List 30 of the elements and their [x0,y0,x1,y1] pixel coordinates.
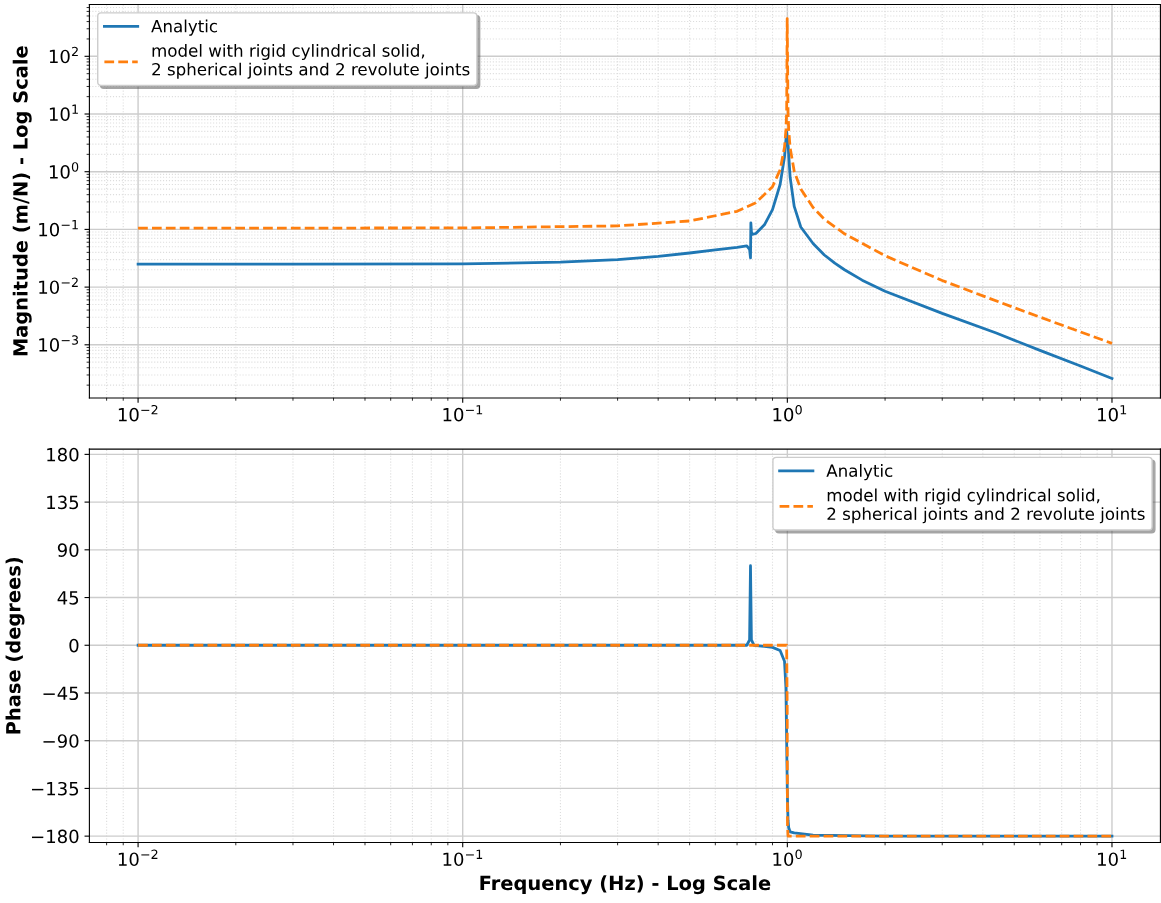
y-tick-label: −90 [43,734,79,748]
y-tick-label: 10$^{1}$ [49,104,78,121]
y-tick-label: −45 [43,686,79,701]
y-tick-label: 10$^{0}$ [49,162,79,179]
legend-label: Analytic [151,19,218,36]
y-tick-label: 0 [69,638,79,653]
y-tick-label: 45 [57,591,79,605]
y-tick-label: 10$^{2}$ [49,46,78,64]
y-tick-label: 90 [57,543,79,557]
x-tick-label: 10$^{0}$ [773,404,802,422]
x-tick-label: 10$^{0}$ [773,849,802,867]
y-tick-label: 180 [47,447,79,462]
y-tick-label: 10$^{−1}$ [39,220,78,237]
legend-label: Analytic [826,464,893,481]
x-tick-label: 10$^{1}$ [1098,405,1127,422]
legend-label: model with rigid cylindrical solid, 2 spherical joints and 2 revolute joints [827,488,1145,524]
x-axis-title: Frequency (Hz) - Log Scale [480,875,771,895]
y-tick-label: 10$^{−2}$ [39,277,78,295]
y-tick-label: 10$^{−3}$ [39,335,79,352]
y-axis-title: Magnitude (m/N) - Log Scale [12,46,32,356]
x-tick-label: 10$^{−1}$ [443,849,483,867]
x-tick-label: 10$^{−1}$ [443,405,483,422]
x-tick-label: 10$^{1}$ [1098,849,1127,867]
y-axis-title: Phase (degrees) [5,557,25,734]
y-tick-label: 135 [47,495,79,510]
y-tick-label: −135 [31,781,79,796]
legend-label: model with rigid cylindrical solid, 2 spherical joints and 2 revolute joints [152,43,470,79]
x-tick-label: 10$^{−2}$ [118,404,158,422]
y-tick-label: −180 [31,829,79,844]
x-tick-label: 10$^{−2}$ [118,849,158,867]
